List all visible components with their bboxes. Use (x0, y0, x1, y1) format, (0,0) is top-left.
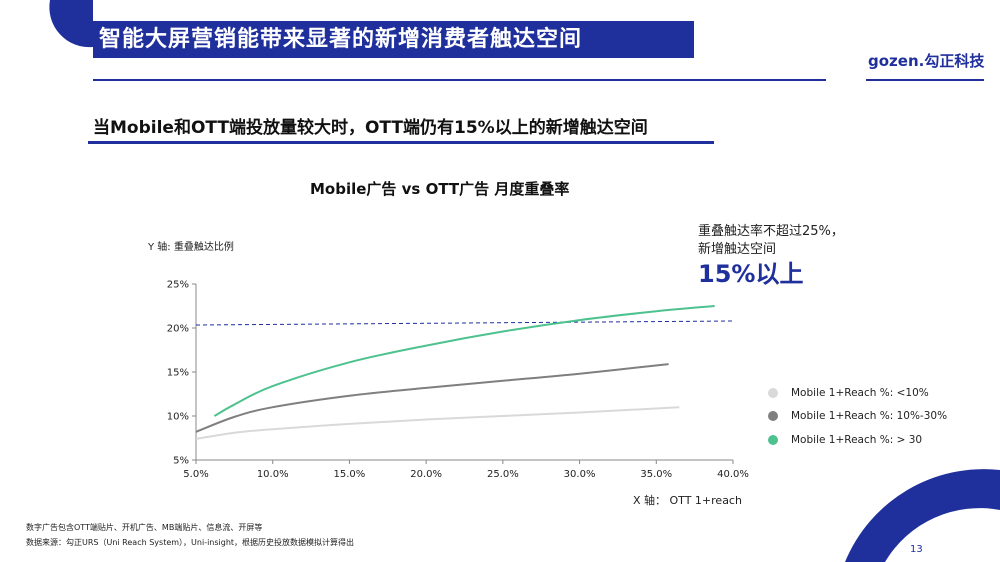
x-tick-label: 5.0% (183, 469, 208, 480)
footnote-2: 数据来源：勾正URS（Uni Reach System），Uni-insight… (26, 538, 355, 547)
footnote-1: 数字广告包含OTT端贴片、开机广告、MB端贴片、信息流、开屏等 (26, 523, 263, 532)
top-left-arc (49, 0, 93, 48)
title-divider (93, 79, 826, 81)
brand-logo: gozen.勾正科技 (868, 50, 984, 72)
y-tick-label: 15% (167, 368, 189, 379)
x-tick-label: 20.0% (410, 469, 442, 480)
x-tick-label: 10.0% (257, 469, 289, 480)
series-line-1 (195, 406, 680, 440)
reference-line (195, 320, 734, 326)
x-tick-label: 25.0% (487, 469, 519, 480)
y-tick-label: 20% (167, 324, 189, 335)
chart-title: Mobile广告 vs OTT广告 月度重叠率 (310, 180, 570, 198)
page-title: 智能大屏营销能带来显著的新增消费者触达空间 (99, 27, 583, 52)
x-tick-label: 30.0% (564, 469, 596, 480)
chart-legend: Mobile 1+Reach %: <10% Mobile 1+Reach %: … (768, 381, 947, 452)
x-axis-title: X 轴： OTT 1+reach (633, 493, 742, 507)
y-tick-label: 10% (167, 412, 189, 423)
callout-line-1: 重叠触达率不超过25%， (698, 224, 844, 239)
title-bar (93, 21, 694, 58)
page-number: 13 (910, 544, 923, 555)
legend-swatch (768, 411, 778, 422)
legend-label: Mobile 1+Reach %: > 30 (791, 433, 923, 446)
logo-divider (866, 79, 984, 81)
series-line-2 (195, 363, 669, 433)
x-tick-label: 15.0% (334, 469, 366, 480)
subtitle: 当Mobile和OTT端投放量较大时，OTT端仍有15%以上的新增触达空间 (93, 118, 648, 138)
legend-item-1: Mobile 1+Reach %: <10% (768, 381, 947, 405)
x-tick-label: 35.0% (640, 469, 672, 480)
legend-label: Mobile 1+Reach %: 10%-30% (791, 410, 948, 423)
y-axis-title: Y 轴: 重叠触达比例 (147, 240, 234, 253)
legend-swatch (768, 434, 778, 445)
callout-line-2: 新增触达空间 (698, 242, 777, 257)
bottom-right-arc (845, 469, 1000, 562)
x-tick-label: 40.0% (717, 469, 749, 480)
callout-highlight: 15%以上 (698, 260, 804, 288)
legend-item-2: Mobile 1+Reach %: 10%-30% (768, 405, 947, 429)
logo-text: gozen.勾正科技 (868, 52, 985, 70)
legend-label: Mobile 1+Reach %: <10% (791, 386, 929, 399)
legend-item-3: Mobile 1+Reach %: > 30 (768, 428, 947, 452)
y-tick-label: 5% (173, 456, 189, 467)
legend-swatch (768, 387, 778, 398)
y-tick-label: 25% (167, 280, 189, 291)
series-line-3 (213, 305, 715, 417)
subtitle-divider (88, 141, 714, 144)
